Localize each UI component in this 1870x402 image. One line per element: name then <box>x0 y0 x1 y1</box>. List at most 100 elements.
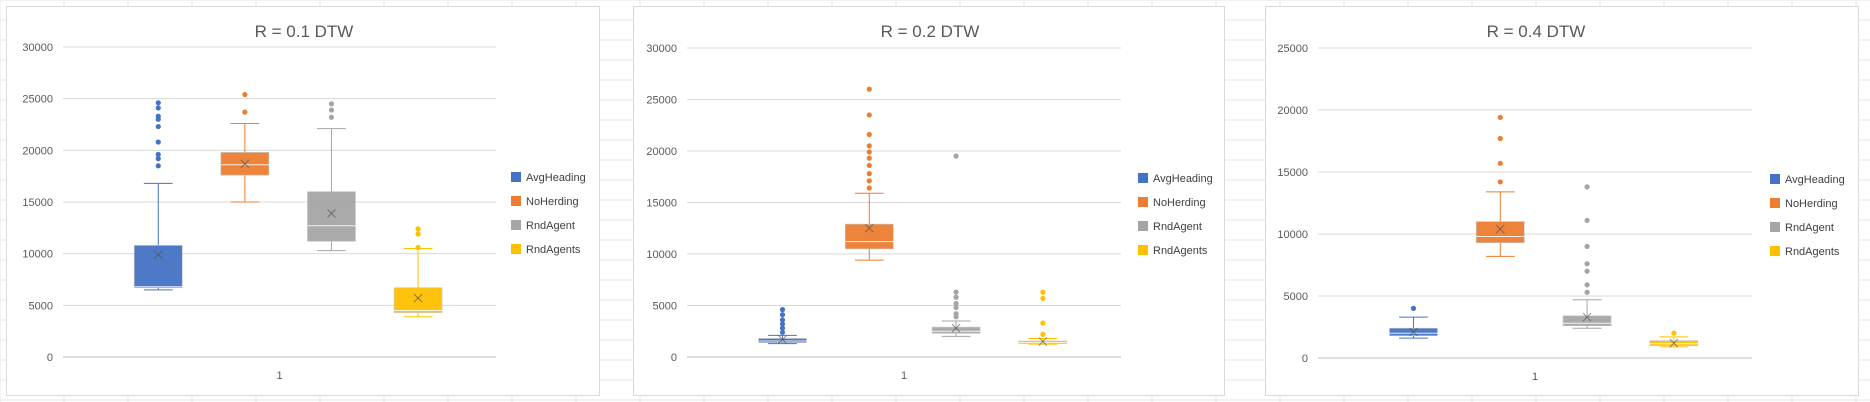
legend-swatch-rndagents <box>1138 245 1148 255</box>
chart-r04-svg: R = 0.4 DTW 0 5000 10000 15000 20000 25000 1 Av… <box>1277 22 1844 383</box>
y-tick-label: 15000 <box>646 198 677 210</box>
legend-label-noherding: NoHerding <box>526 196 579 208</box>
box-avgheading <box>1389 305 1438 339</box>
outlier-point <box>1584 243 1590 249</box>
box-avgheading <box>133 100 183 291</box>
legend-label-rndagent: RndAgent <box>1153 221 1202 233</box>
outlier-point <box>1584 184 1590 190</box>
legend-swatch-rndagent <box>1770 222 1780 232</box>
legend-label-avgheading: AvgHeading <box>1153 173 1213 185</box>
outlier-point <box>953 289 959 295</box>
chart-title: R = 0.1 DTW <box>255 22 354 41</box>
y-tick-label: 10000 <box>646 249 677 261</box>
iqr-box-outline <box>1562 315 1612 327</box>
iqr-box <box>133 245 183 289</box>
outlier-point <box>866 185 872 191</box>
outlier-point <box>866 143 872 149</box>
legend-swatch-noherding <box>1770 198 1780 208</box>
outlier-point <box>779 321 786 327</box>
y-tick-label: 25000 <box>646 95 677 107</box>
outlier-point <box>1497 160 1503 166</box>
legend-swatch-noherding <box>1138 197 1148 207</box>
y-tick-label: 10000 <box>1277 229 1308 241</box>
chart-r01[interactable]: R = 0.1 DTW 0 5000 10000 15000 20000 25000 300… <box>6 6 600 396</box>
mean-marker <box>1582 312 1592 322</box>
outlier-point <box>866 112 872 118</box>
y-tick-label: 30000 <box>646 43 677 55</box>
legend-label-rndagents: RndAgents <box>1785 246 1840 258</box>
outlier-point <box>415 231 421 237</box>
outlier-point <box>155 123 161 130</box>
x-category-label: 1 <box>901 370 907 382</box>
y-tick-label: 20000 <box>22 145 53 157</box>
iqr-box-outline <box>1649 340 1699 346</box>
outlier-point <box>866 131 872 138</box>
outlier-point <box>155 100 161 106</box>
outlier-point <box>1497 179 1503 185</box>
outlier-point <box>155 139 161 145</box>
y-tick-label: 25000 <box>1277 43 1308 55</box>
iqr-box <box>393 287 443 313</box>
iqr-box-outline <box>133 245 183 289</box>
legend-label-rndagents: RndAgents <box>526 244 581 256</box>
outlier-point <box>953 300 959 307</box>
outlier-point <box>155 163 161 169</box>
legend-swatch-noherding <box>511 196 521 206</box>
box-rndagents <box>393 226 443 318</box>
chart-r02-svg: R = 0.2 DTW 0 5000 10000 15000 20000 25000 300… <box>646 22 1213 382</box>
legend-swatch-rndagents <box>1770 246 1780 256</box>
outlier-point <box>1584 282 1590 288</box>
y-tick-label: 5000 <box>1284 291 1308 303</box>
outlier-point <box>953 153 959 159</box>
mean-marker <box>1409 327 1418 337</box>
y-tick-label: 5000 <box>29 300 53 312</box>
iqr-box-outline <box>758 338 807 343</box>
outlier-point <box>1040 289 1046 295</box>
outlier-point <box>779 312 786 318</box>
outlier-point <box>415 226 421 232</box>
iqr-box <box>758 338 807 343</box>
legend-swatch-avgheading <box>511 172 521 182</box>
legend-swatch-rndagent <box>511 220 521 230</box>
outlier-point <box>1040 320 1046 326</box>
iqr-box <box>307 191 356 242</box>
x-category-label: 1 <box>276 370 282 382</box>
outlier-point <box>242 91 248 98</box>
iqr-box-outline <box>220 152 270 176</box>
box-rndagents <box>1649 330 1699 348</box>
outlier-point <box>779 329 786 335</box>
iqr-box-outline <box>1389 327 1438 336</box>
outlier-point <box>953 294 959 300</box>
legend-swatch-avgheading <box>1138 173 1148 183</box>
legend-swatch-rndagent <box>1138 221 1148 231</box>
outlier-point <box>155 113 161 119</box>
box-avgheading <box>758 307 807 345</box>
mean-marker <box>327 209 336 218</box>
legend-label-noherding: NoHerding <box>1785 198 1838 210</box>
mean-marker <box>153 250 163 260</box>
box-rndagent <box>307 101 356 252</box>
iqr-box-outline <box>393 287 443 313</box>
outlier-point <box>1584 268 1590 274</box>
mean-marker <box>951 323 961 333</box>
outlier-point <box>1040 295 1046 301</box>
outlier-point <box>1040 331 1046 337</box>
outlier-point <box>1497 135 1503 142</box>
chart-r02[interactable]: R = 0.2 DTW 0 5000 10000 15000 20000 25000 300… <box>633 6 1225 396</box>
chart-r04[interactable]: R = 0.4 DTW 0 5000 10000 15000 20000 25000 1 Av… <box>1265 6 1859 396</box>
outlier-point <box>328 114 335 120</box>
outlier-point <box>1584 261 1590 267</box>
legend-label-avgheading: AvgHeading <box>526 172 586 184</box>
iqr-box <box>931 326 981 334</box>
outlier-point <box>242 109 248 115</box>
y-tick-label: 0 <box>47 352 53 364</box>
mean-marker <box>1669 338 1679 348</box>
outlier-point <box>866 178 872 184</box>
y-tick-label: 20000 <box>646 146 677 158</box>
iqr-box <box>1562 315 1612 327</box>
mean-marker <box>413 293 423 303</box>
outlier-point <box>866 155 872 161</box>
outlier-point <box>155 151 161 158</box>
box-rndagent <box>931 153 981 337</box>
outlier-point <box>1584 217 1590 223</box>
